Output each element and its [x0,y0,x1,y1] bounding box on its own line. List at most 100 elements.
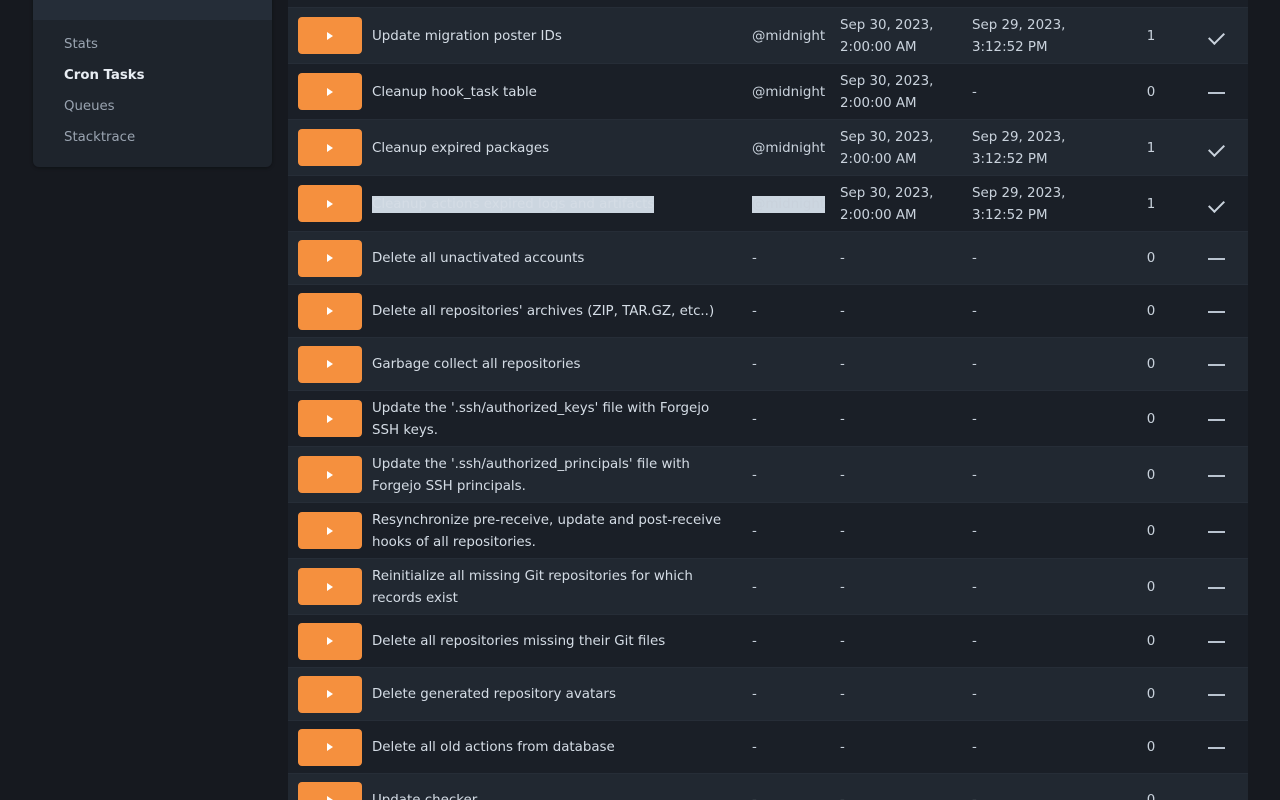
task-next-run-text: - [840,793,845,800]
task-schedule-text: - [752,304,757,320]
sidebar-item-stacktrace[interactable]: Stacktrace [64,130,136,145]
run-task-button[interactable] [298,675,362,713]
run-task-button[interactable] [298,345,362,383]
run-task-button[interactable] [298,568,362,605]
dash-icon [1207,91,1225,94]
play-icon [327,31,333,40]
task-next-run-cell: - [840,300,972,322]
run-task-button[interactable] [298,456,362,493]
sidebar-item-queues[interactable]: Queues [64,99,115,114]
run-task-cell [288,400,372,437]
task-name-cell: Update checker [372,789,752,800]
task-status-cell [1184,738,1248,757]
task-status-cell [1184,685,1248,704]
dash-icon [1207,530,1225,533]
play-icon [327,199,333,208]
run-task-button[interactable] [298,728,362,766]
task-count-text: 0 [1146,304,1156,320]
play-icon [327,87,333,96]
task-prev-run-cell: - [972,683,1118,705]
task-count-cell: 0 [1118,464,1184,486]
table-row: Cleanup expired packages @midnight Sep 30,… [288,119,1248,175]
task-prev-run-text: - [972,579,977,595]
task-name-cell: Resynchronize pre-receive, update and po… [372,509,752,552]
task-name-cell: Cleanup actions expired logs and artifac… [372,193,752,215]
run-task-cell [288,512,372,549]
sidebar-item-stats[interactable]: Stats [64,37,98,52]
run-task-button[interactable] [298,129,362,166]
run-task-button[interactable] [298,185,362,222]
task-next-run-cell: - [840,247,972,269]
monitoring-sidebar: Monitoring Stats Cron Tasks Queues Stacktra… [33,0,272,167]
sidebar-item-cron-tasks[interactable]: Cron Tasks [64,68,145,83]
task-name-text: Resynchronize pre-receive, update and po… [372,513,722,550]
task-schedule-text: - [752,357,757,373]
task-count-cell: 0 [1118,683,1184,705]
task-name-cell: Delete all repositories missing their Gi… [372,630,752,652]
table-row: Update checker - - - 0 [288,773,1248,800]
task-count-text: 0 [1146,579,1156,595]
run-task-cell [288,568,372,605]
run-task-button[interactable] [298,17,362,54]
task-count-cell: 0 [1118,247,1184,269]
task-count-text: 0 [1146,634,1156,650]
task-count-cell: 0 [1118,520,1184,542]
task-count-cell: 0 [1118,576,1184,598]
run-task-button[interactable] [298,292,362,330]
play-icon [327,582,333,591]
run-task-button[interactable] [298,239,362,277]
task-name-cell: Garbage collect all repositories [372,353,752,375]
table-row: Delete all old actions from database - - - 0 [288,720,1248,773]
table-row: Delete all repositories missing their Gi… [288,614,1248,667]
task-prev-run-cell: - [972,576,1118,598]
table-row: Delete all unactivated accounts - - - 0 [288,231,1248,284]
task-next-run-text: Sep 30, 2023, 2:00:00 AM [840,74,934,111]
task-schedule-text: - [752,411,757,427]
task-count-text: 1 [1146,196,1156,212]
task-name-text: Cleanup expired packages [372,140,550,156]
task-status-cell [1184,249,1248,268]
sidebar-header-monitoring[interactable]: Monitoring [33,0,272,20]
task-next-run-cell: Sep 30, 2023, 2:00:00 AM [840,182,972,225]
task-next-run-cell: - [840,576,972,598]
task-count-text: 0 [1146,467,1156,483]
run-task-button[interactable] [298,400,362,437]
task-prev-run-text: - [972,687,977,703]
task-schedule-cell: - [752,789,840,800]
task-prev-run-text: Sep 29, 2023, 3:12:52 PM [972,130,1066,167]
task-name-cell: Update the '.ssh/authorized_keys' file w… [372,397,752,440]
task-next-run-text: Sep 30, 2023, 2:00:00 AM [840,130,934,167]
play-icon [327,526,333,535]
task-schedule-cell: - [752,408,840,430]
task-name-cell: Cleanup hook_task table [372,81,752,103]
task-name-cell: Delete all repositories' archives (ZIP, … [372,300,752,322]
play-icon [327,690,333,698]
task-prev-run-cell: Sep 29, 2023, 3:12:52 PM [972,0,1118,1]
table-row: Reinitialize all missing Git repositorie… [288,558,1248,614]
task-prev-run-cell: - [972,247,1118,269]
run-task-button[interactable] [298,622,362,660]
check-icon [1207,196,1225,213]
run-task-cell [288,17,372,54]
play-icon [327,470,333,479]
task-prev-run-text: - [972,467,977,483]
task-count-text: 1 [1146,28,1156,44]
task-next-run-text: Sep 30, 2023, 2:00:00 AM [840,18,934,55]
task-name-text: Delete all repositories' archives (ZIP, … [372,304,715,320]
task-prev-run-cell: - [972,736,1118,758]
run-task-button[interactable] [298,512,362,549]
task-next-run-cell: - [840,353,972,375]
table-row: Cleanup actions expired logs and artifac… [288,175,1248,231]
task-schedule-text: - [752,687,757,703]
task-prev-run-cell: - [972,300,1118,322]
task-next-run-cell: - [840,464,972,486]
table-row: Delete generated repository avatars - - - 0 [288,667,1248,720]
run-task-cell [288,129,372,166]
task-count-text: 0 [1146,523,1156,539]
task-next-run-cell: Sep 30, 2023, 2:00:00 AM [840,14,972,57]
task-prev-run-text: - [972,411,977,427]
run-task-button[interactable] [298,781,362,800]
run-task-button[interactable] [298,73,362,110]
task-schedule-text: - [752,579,757,595]
